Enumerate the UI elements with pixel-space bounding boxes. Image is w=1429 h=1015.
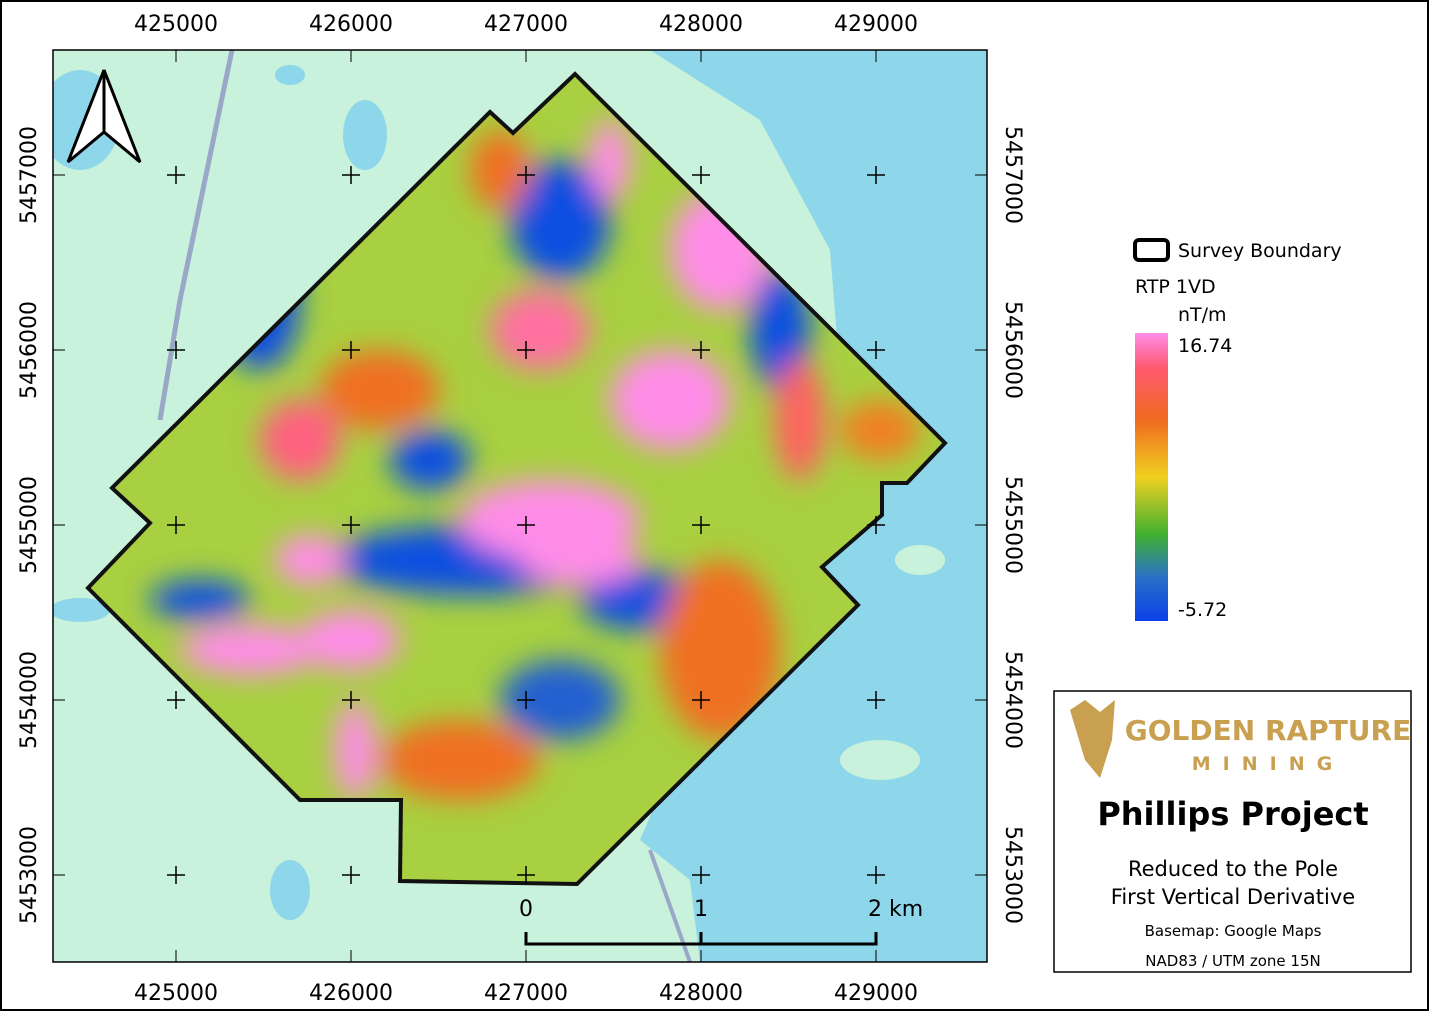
easting-label: 428000	[659, 981, 743, 1006]
grid-cross	[342, 866, 360, 884]
easting-label: 426000	[309, 981, 393, 1006]
grid-cross	[167, 166, 185, 184]
grid-cross	[517, 691, 535, 709]
northing-label: 5456000	[1000, 301, 1025, 399]
grid-cross	[517, 516, 535, 534]
grid-cross	[167, 341, 185, 359]
grid-cross	[167, 866, 185, 884]
scale-label: 1	[694, 897, 708, 922]
subtitle: First Vertical Derivative	[1111, 885, 1355, 909]
easting-label: 426000	[309, 12, 393, 37]
grid-cross	[867, 341, 885, 359]
subtitle: Reduced to the Pole	[1128, 857, 1338, 881]
grid-cross	[692, 516, 710, 534]
easting-label: 425000	[134, 981, 218, 1006]
grid-cross	[692, 866, 710, 884]
northing-label: 5453000	[1000, 826, 1025, 924]
project-title: Phillips Project	[1097, 795, 1368, 833]
grid-cross	[342, 166, 360, 184]
basemap-credit: Basemap: Google Maps	[1145, 922, 1322, 940]
easting-label: 427000	[484, 12, 568, 37]
graticule: 425000 425000 426000 426000 427000 427000 4280…	[17, 12, 1025, 1006]
legend-max: 16.74	[1178, 335, 1232, 357]
grid-cross	[517, 341, 535, 359]
grid-cross	[867, 691, 885, 709]
northing-label: 5457000	[17, 126, 42, 224]
grid-cross	[692, 166, 710, 184]
easting-label: 427000	[484, 981, 568, 1006]
grid-cross	[517, 166, 535, 184]
grid-cross	[867, 166, 885, 184]
logo-name: GOLDEN RAPTURE	[1125, 714, 1411, 747]
grid-cross	[342, 341, 360, 359]
grid-cross	[167, 691, 185, 709]
crs: NAD83 / UTM zone 15N	[1145, 952, 1320, 970]
grid-cross	[692, 341, 710, 359]
survey-boundary	[85, 71, 948, 887]
legend-label: RTP 1VD	[1135, 276, 1216, 298]
legend-min: -5.72	[1178, 599, 1227, 621]
legend-label: Survey Boundary	[1178, 240, 1342, 262]
boundary-swatch	[1133, 238, 1170, 262]
map-frame	[52, 49, 988, 963]
legend: Survey Boundary RTP 1VD nT/m 16.74 -5.72	[1133, 238, 1342, 621]
grid-cross	[867, 516, 885, 534]
legend-unit: nT/m	[1178, 304, 1227, 326]
grid-cross	[867, 866, 885, 884]
easting-label: 429000	[834, 981, 918, 1006]
northing-label: 5455000	[1000, 476, 1025, 574]
color-ramp	[1135, 333, 1168, 621]
northing-label: 5457000	[1000, 126, 1025, 224]
title-block: GOLDEN RAPTURE MINING Phillips Project R…	[1053, 690, 1412, 973]
grid-cross	[517, 866, 535, 884]
grid-cross	[692, 691, 710, 709]
northing-label: 5453000	[17, 826, 42, 924]
scale-label: 2 km	[868, 897, 923, 922]
logo-sub: MINING	[1192, 753, 1344, 775]
scale-bar: 0 1 2 km	[519, 897, 923, 946]
easting-label: 425000	[134, 12, 218, 37]
northing-label: 5454000	[17, 651, 42, 749]
northing-label: 5454000	[1000, 651, 1025, 749]
logo-mark	[1070, 700, 1115, 778]
scale-label: 0	[519, 897, 533, 922]
easting-label: 429000	[834, 12, 918, 37]
grid-cross	[167, 516, 185, 534]
northing-label: 5456000	[17, 301, 42, 399]
easting-label: 428000	[659, 12, 743, 37]
grid-cross	[342, 691, 360, 709]
north-arrow	[66, 69, 142, 164]
grid-cross	[342, 516, 360, 534]
northing-label: 5455000	[17, 476, 42, 574]
